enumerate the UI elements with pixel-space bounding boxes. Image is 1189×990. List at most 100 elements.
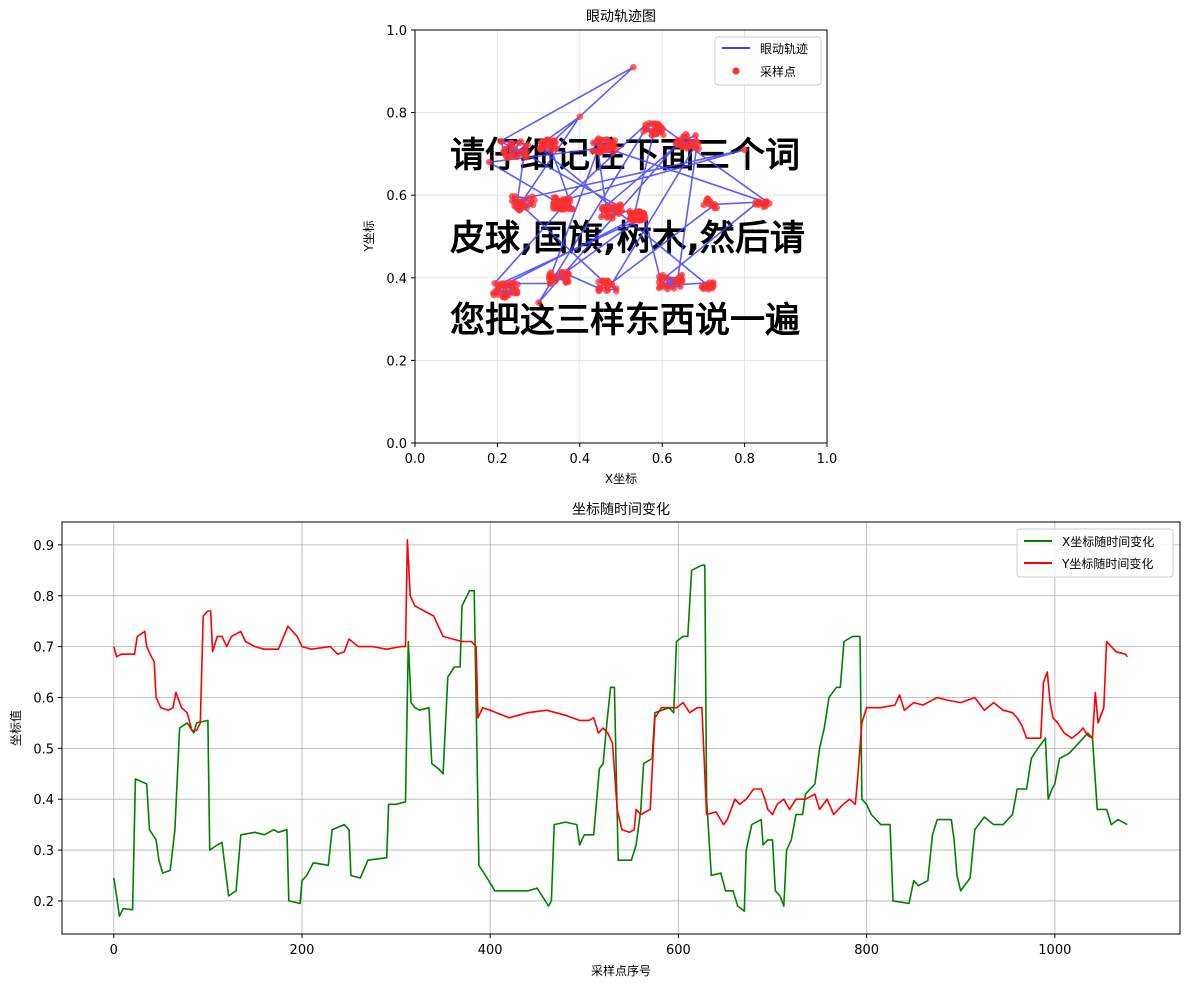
timeseries-x-tick-label: 400 xyxy=(478,943,503,958)
timeseries-plot xyxy=(113,539,1128,917)
timeseries-x-tick-label: 800 xyxy=(854,943,879,958)
sample-point xyxy=(547,147,555,155)
trajectory-y-tick-label: 0.6 xyxy=(386,189,407,204)
sample-point xyxy=(576,113,584,120)
trajectory-y-tick-label: 0.0 xyxy=(386,437,407,452)
trajectory-y-tick-label: 0.4 xyxy=(386,272,407,287)
sample-point xyxy=(602,145,609,153)
trajectory-x-tick-label: 0.8 xyxy=(734,452,755,467)
trajectory-x-tick-label: 0.0 xyxy=(405,452,426,467)
sample-point xyxy=(683,133,691,140)
trajectory-x-tick-label: 1.0 xyxy=(817,452,838,467)
timeseries-y-tick-label: 0.4 xyxy=(33,793,54,808)
sample-point xyxy=(609,215,616,222)
sample-point xyxy=(604,286,612,294)
sample-point xyxy=(514,281,521,288)
trajectory-y-tick-label: 1.0 xyxy=(386,24,407,39)
sample-point xyxy=(505,292,512,299)
timeseries-axes-frame xyxy=(61,521,1181,935)
trajectory-x-tick-label: 0.6 xyxy=(652,452,673,467)
sample-point xyxy=(700,285,707,293)
timeseries-chart: 坐标随时间变化 0 200 400 600 800 1000 0.2 0.3 0.4 0.5 0.6… xyxy=(8,502,1181,978)
sample-point xyxy=(707,284,714,291)
sample-point xyxy=(595,278,602,286)
sample-point xyxy=(485,158,493,166)
timeseries-y-tick-label: 0.6 xyxy=(33,691,54,706)
sample-point xyxy=(626,208,633,215)
sample-point xyxy=(517,138,525,145)
sample-point xyxy=(674,136,682,144)
sample-point xyxy=(693,145,700,152)
sample-point xyxy=(508,139,515,147)
legend-label-y-series: Y坐标随时间变化 xyxy=(1061,556,1153,571)
sample-point xyxy=(752,200,759,208)
sample-point xyxy=(568,205,575,213)
sample-point xyxy=(677,283,684,290)
sample-point xyxy=(675,277,682,285)
sample-point xyxy=(686,138,693,146)
trajectory-title: 眼动轨迹图 xyxy=(586,9,656,25)
timeseries-y-tick-label: 0.3 xyxy=(33,844,54,859)
sample-point xyxy=(635,216,643,223)
sample-point xyxy=(554,197,561,204)
sample-point xyxy=(538,139,545,146)
sample-point xyxy=(553,205,560,212)
timeseries-x-tick-label: 200 xyxy=(290,943,315,958)
sample-point xyxy=(652,120,660,128)
sample-point xyxy=(508,150,515,158)
sample-point xyxy=(615,202,622,210)
sample-point xyxy=(657,275,664,283)
sample-point xyxy=(640,211,647,219)
trajectory-y-tick-label: 0.8 xyxy=(386,107,407,122)
legend-point-swatch xyxy=(732,67,740,75)
sample-point xyxy=(641,124,649,132)
timeseries-y-tick-label: 0.5 xyxy=(33,742,54,757)
sample-point xyxy=(592,139,599,146)
timeseries-x-tick-label: 1000 xyxy=(1038,943,1071,958)
sample-point xyxy=(522,142,529,150)
timeseries-x-tick-label: 0 xyxy=(110,943,118,958)
timeseries-y-tick-label: 0.2 xyxy=(33,895,54,910)
timeseries-legend-box xyxy=(1016,528,1174,578)
trajectory-legend: 眼动轨迹 采样点 xyxy=(714,36,822,86)
sample-point xyxy=(522,152,530,160)
timeseries-title: 坐标随时间变化 xyxy=(572,502,670,518)
sample-point xyxy=(603,206,610,213)
sample-point xyxy=(498,138,505,145)
sample-point xyxy=(741,146,748,154)
timeseries-y-tick-label: 0.7 xyxy=(33,641,54,656)
sample-point xyxy=(501,148,508,155)
sample-point xyxy=(704,195,712,202)
timeseries-x-axis-label: 采样点序号 xyxy=(591,963,651,978)
timeseries-y-tick-label: 0.9 xyxy=(33,539,54,554)
sample-point xyxy=(518,204,526,212)
sample-point xyxy=(552,273,560,280)
trajectory-axes-frame xyxy=(414,29,828,444)
sample-point xyxy=(630,63,637,71)
legend-label-x-series: X坐标随时间变化 xyxy=(1062,534,1154,549)
legend-label-samples: 采样点 xyxy=(760,64,796,79)
sample-point xyxy=(524,195,532,202)
sample-point xyxy=(604,136,611,144)
sample-point xyxy=(559,268,566,276)
overlay-text-block: 请仔细记住下面三个词 皮球,国旗,树木,然后请 您把这三样东西说一遍 xyxy=(450,136,805,341)
sample-point xyxy=(612,285,620,292)
sample-point xyxy=(536,144,544,152)
sample-point xyxy=(594,148,602,155)
timeseries-y-tick-label: 0.8 xyxy=(33,590,54,605)
sample-point xyxy=(663,275,670,282)
trajectory-y-tick-label: 0.2 xyxy=(386,354,407,369)
timeseries-x-tick-label: 600 xyxy=(666,943,691,958)
sample-point xyxy=(670,285,678,292)
sample-point xyxy=(627,214,634,222)
trajectory-x-tick-label: 0.4 xyxy=(569,452,590,467)
overlay-text-line-3: 您把这三样东西说一遍 xyxy=(450,301,800,341)
sample-point xyxy=(531,196,538,204)
trajectory-chart: 眼动轨迹图 请仔细记住下面三个词 皮球,国旗,树木,然后请 您把这三样东西说一遍… xyxy=(362,9,837,486)
sample-point xyxy=(518,148,526,156)
timeseries-y-axis-label: 坐标值 xyxy=(8,710,23,746)
sample-point xyxy=(608,280,615,288)
sample-point xyxy=(664,283,672,291)
trajectory-x-axis-label: X坐标 xyxy=(605,472,637,486)
y-series-line xyxy=(113,539,1128,834)
